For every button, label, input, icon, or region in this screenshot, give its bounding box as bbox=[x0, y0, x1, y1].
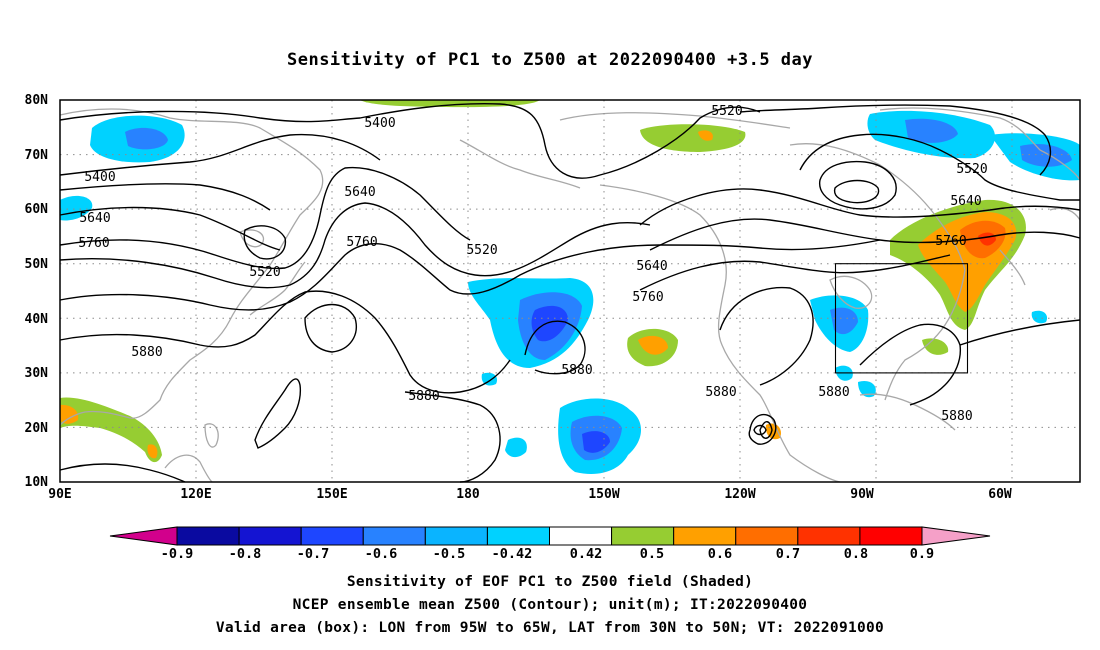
shade-neg-caribbean bbox=[858, 380, 876, 398]
lat-label: 80N bbox=[25, 93, 49, 108]
lon-label: 60W bbox=[988, 487, 1012, 502]
caption-shading: Sensitivity of EOF PC1 to Z500 field (Sh… bbox=[346, 574, 754, 590]
shade-pos-arctic bbox=[360, 100, 540, 108]
shade-neg-small-2 bbox=[481, 372, 498, 386]
contour-label: 5520 bbox=[249, 265, 280, 280]
lat-label: 40N bbox=[25, 312, 49, 327]
contour-label: 5520 bbox=[466, 243, 497, 258]
lon-label: 90W bbox=[850, 487, 874, 502]
colorbar-cell bbox=[176, 526, 240, 546]
colorbar-label: 0.42 bbox=[570, 546, 603, 562]
lon-label: 180 bbox=[456, 487, 480, 502]
colorbar-label: -0.9 bbox=[161, 546, 194, 562]
lon-label: 120W bbox=[724, 487, 755, 502]
colorbar-cell bbox=[238, 526, 302, 546]
contour-label: 5400 bbox=[364, 116, 395, 131]
colorbar-cell bbox=[486, 526, 551, 546]
shade-pos-west-atlantic bbox=[922, 338, 949, 355]
colorbar-label: -0.7 bbox=[297, 546, 330, 562]
colorbar-cell bbox=[611, 526, 675, 546]
contour-label: 5880 bbox=[408, 389, 439, 404]
shade-neg-north-america-box-core bbox=[830, 307, 858, 335]
shade-neg-central-pacific-core bbox=[531, 305, 568, 342]
colorbar: -0.9 -0.8 -0.7 -0.6 -0.5 -0.42 0.42 0.5 … bbox=[109, 526, 991, 562]
lat-label: 70N bbox=[25, 148, 49, 163]
lon-label: 150E bbox=[316, 487, 347, 502]
contour-label: 5760 bbox=[346, 235, 377, 250]
contour-label: 5880 bbox=[818, 385, 849, 400]
shade-pos-central-pacific-core bbox=[638, 335, 668, 355]
colorbar-labels: -0.9 -0.8 -0.7 -0.6 -0.5 -0.42 0.42 0.5 … bbox=[161, 546, 934, 562]
caption-valid-area: Valid area (box): LON from 95W to 65W, L… bbox=[215, 620, 885, 636]
contour-label: 5640 bbox=[636, 259, 667, 274]
shade-pos-south-china-sea bbox=[60, 397, 162, 463]
contour-label: 5640 bbox=[79, 211, 110, 226]
lat-label: 20N bbox=[25, 421, 49, 436]
contour-label: 5880 bbox=[705, 385, 736, 400]
colorbar-label: 0.5 bbox=[640, 546, 664, 562]
colorbar-cell bbox=[549, 526, 613, 546]
map-area: 5400 5400 5520 5520 5520 5520 5640 5640 … bbox=[59, 99, 1081, 483]
colorbar-cell bbox=[797, 526, 861, 546]
contour-label: 5880 bbox=[941, 409, 972, 424]
shade-pos-hainan bbox=[147, 444, 158, 459]
lat-label: 10N bbox=[25, 475, 49, 490]
shade-neg-nw-pacific-core bbox=[125, 127, 168, 150]
contour-label: 5400 bbox=[84, 170, 115, 185]
colorbar-cell bbox=[673, 526, 737, 546]
caption-contour: NCEP ensemble mean Z500 (Contour); unit(… bbox=[292, 597, 808, 613]
contour-label: 5640 bbox=[344, 185, 375, 200]
contour-label: 5760 bbox=[935, 234, 966, 249]
contour-labels: 5400 5400 5520 5520 5520 5520 5640 5640 … bbox=[78, 104, 987, 424]
lon-label: 150W bbox=[588, 487, 619, 502]
colorbar-cell bbox=[300, 526, 364, 546]
contour-label: 5760 bbox=[632, 290, 663, 305]
z500-contours bbox=[59, 103, 1081, 483]
lon-label: 90E bbox=[48, 487, 71, 502]
map-figure: 5400 5400 5520 5520 5520 5520 5640 5640 … bbox=[25, 93, 1081, 562]
contour-label: 5640 bbox=[950, 194, 981, 209]
valid-area-box bbox=[834, 263, 969, 374]
colorbar-low-triangle bbox=[109, 526, 178, 546]
sensitivity-shading bbox=[60, 100, 1080, 475]
lat-label: 50N bbox=[25, 257, 49, 272]
contour-label: 5760 bbox=[78, 236, 109, 251]
colorbar-cell bbox=[424, 526, 488, 546]
lat-label: 30N bbox=[25, 366, 49, 381]
lon-label: 120E bbox=[180, 487, 211, 502]
colorbar-label: 0.8 bbox=[844, 546, 868, 562]
colorbar-label: 0.7 bbox=[776, 546, 800, 562]
colorbar-label: -0.42 bbox=[492, 546, 533, 562]
shade-pos-south-china-sea-core bbox=[60, 404, 79, 424]
colorbar-label: -0.6 bbox=[365, 546, 398, 562]
lat-lon-grid bbox=[60, 100, 1080, 482]
shade-neg-small-1 bbox=[505, 437, 527, 458]
shade-neg-west-edge bbox=[60, 195, 93, 221]
colorbar-label: 0.6 bbox=[708, 546, 732, 562]
lat-axis-labels: 80N 70N 60N 50N 40N 30N 20N 10N bbox=[25, 93, 49, 490]
colorbar-cells bbox=[176, 526, 923, 546]
lat-label: 60N bbox=[25, 202, 49, 217]
contour-label: 5520 bbox=[956, 162, 987, 177]
colorbar-cell bbox=[859, 526, 923, 546]
colorbar-label: -0.8 bbox=[229, 546, 262, 562]
colorbar-cell bbox=[735, 526, 799, 546]
contour-label: 5880 bbox=[131, 345, 162, 360]
colorbar-cell bbox=[362, 526, 426, 546]
colorbar-label: 0.9 bbox=[910, 546, 934, 562]
shade-pos-alaska-core bbox=[698, 130, 713, 141]
shade-neg-subtropical-pacific-center bbox=[582, 431, 610, 453]
shade-neg-east-atlantic bbox=[1031, 310, 1048, 324]
lon-axis-labels: 90E 120E 150E 180 150W 120W 90W 60W bbox=[48, 487, 1012, 502]
contour-label: 5520 bbox=[711, 104, 742, 119]
colorbar-label: -0.5 bbox=[433, 546, 466, 562]
contour-label: 5880 bbox=[561, 363, 592, 378]
shade-neg-greenland-core bbox=[905, 118, 958, 143]
chart-title: Sensitivity of PC1 to Z500 at 2022090400… bbox=[286, 50, 813, 70]
colorbar-high-triangle bbox=[921, 526, 991, 546]
